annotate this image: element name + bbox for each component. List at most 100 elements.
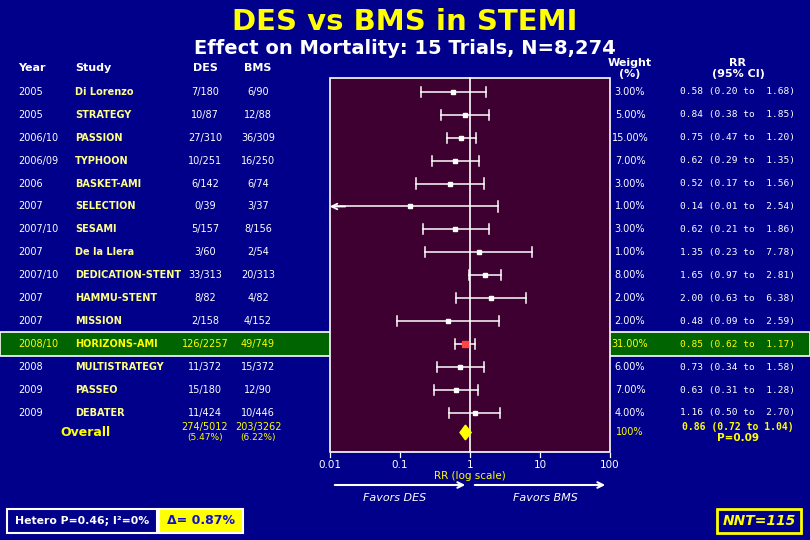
Text: 2006/09: 2006/09 <box>18 156 58 166</box>
Text: Favors BMS: Favors BMS <box>513 493 578 503</box>
Text: 7.00%: 7.00% <box>615 156 646 166</box>
Text: P=0.09: P=0.09 <box>717 434 759 443</box>
Bar <box>0 332 810 356</box>
Text: 3.00%: 3.00% <box>615 87 646 97</box>
Text: Di Lorenzo: Di Lorenzo <box>75 87 134 97</box>
Text: DEDICATION-STENT: DEDICATION-STENT <box>75 271 181 280</box>
Text: DES: DES <box>193 63 217 73</box>
Text: 15.00%: 15.00% <box>612 133 648 143</box>
Text: 126/2257: 126/2257 <box>181 339 228 349</box>
Text: 2006/10: 2006/10 <box>18 133 58 143</box>
Text: 6/90: 6/90 <box>247 87 269 97</box>
Text: 1.35 (0.23 to  7.78): 1.35 (0.23 to 7.78) <box>680 248 795 257</box>
Text: 2007: 2007 <box>18 316 43 326</box>
Text: 3.00%: 3.00% <box>615 179 646 188</box>
FancyBboxPatch shape <box>7 509 157 533</box>
Text: RR: RR <box>730 58 747 68</box>
Text: BASKET-AMI: BASKET-AMI <box>75 179 141 188</box>
Text: 2/158: 2/158 <box>191 316 219 326</box>
Text: 0.1: 0.1 <box>392 460 408 470</box>
Text: 8.00%: 8.00% <box>615 271 646 280</box>
Text: 36/309: 36/309 <box>241 133 275 143</box>
Bar <box>330 78 610 452</box>
Text: 3.00%: 3.00% <box>615 225 646 234</box>
Text: 0.52 (0.17 to  1.56): 0.52 (0.17 to 1.56) <box>680 179 795 188</box>
Text: 1: 1 <box>467 460 473 470</box>
Text: Weight: Weight <box>608 58 652 68</box>
Text: 0.75 (0.47 to  1.20): 0.75 (0.47 to 1.20) <box>680 133 795 142</box>
Text: 0.01: 0.01 <box>318 460 342 470</box>
Text: DEBATER: DEBATER <box>75 408 125 418</box>
Text: 49/749: 49/749 <box>241 339 275 349</box>
Text: 203/3262: 203/3262 <box>235 422 281 433</box>
Text: 2009: 2009 <box>18 385 43 395</box>
Text: 0.14 (0.01 to  2.54): 0.14 (0.01 to 2.54) <box>680 202 795 211</box>
Text: Study: Study <box>75 63 111 73</box>
Text: Kaul et al., AHA 2010: Kaul et al., AHA 2010 <box>58 522 182 535</box>
Text: 100: 100 <box>600 460 620 470</box>
Text: PASSION: PASSION <box>75 133 122 143</box>
Text: 10/251: 10/251 <box>188 156 222 166</box>
Text: (6.22%): (6.22%) <box>241 433 275 442</box>
Text: 8/156: 8/156 <box>244 225 272 234</box>
Text: RR (log scale): RR (log scale) <box>434 471 506 481</box>
Text: 0.58 (0.20 to  1.68): 0.58 (0.20 to 1.68) <box>680 87 795 96</box>
Text: 274/5012: 274/5012 <box>181 422 228 433</box>
Text: 0.62 (0.21 to  1.86): 0.62 (0.21 to 1.86) <box>680 225 795 234</box>
Text: 2006: 2006 <box>18 179 43 188</box>
Text: De la Llera: De la Llera <box>75 247 134 258</box>
Text: 31.00%: 31.00% <box>612 339 648 349</box>
Text: 33/313: 33/313 <box>188 271 222 280</box>
Text: 11/424: 11/424 <box>188 408 222 418</box>
Text: 2.00%: 2.00% <box>615 316 646 326</box>
Text: 5.00%: 5.00% <box>615 110 646 120</box>
Text: Hetero P=0.46; I²=0%: Hetero P=0.46; I²=0% <box>15 516 149 526</box>
Text: 27/310: 27/310 <box>188 133 222 143</box>
FancyBboxPatch shape <box>159 509 243 533</box>
Text: 16/250: 16/250 <box>241 156 275 166</box>
Text: 6/74: 6/74 <box>247 179 269 188</box>
Text: 2005: 2005 <box>18 110 43 120</box>
Text: 12/90: 12/90 <box>244 385 272 395</box>
Text: 2/54: 2/54 <box>247 247 269 258</box>
Text: MISSION: MISSION <box>75 316 122 326</box>
Text: 0/39: 0/39 <box>194 201 215 212</box>
Text: 2007: 2007 <box>18 293 43 303</box>
Text: 4.00%: 4.00% <box>615 408 646 418</box>
Text: 0.85 (0.62 to  1.17): 0.85 (0.62 to 1.17) <box>680 340 795 349</box>
Text: MULTISTRATEGY: MULTISTRATEGY <box>75 362 164 372</box>
Text: Year: Year <box>18 63 45 73</box>
Text: 1.65 (0.97 to  2.81): 1.65 (0.97 to 2.81) <box>680 271 795 280</box>
Text: 2.00 (0.63 to  6.38): 2.00 (0.63 to 6.38) <box>680 294 795 303</box>
Text: 2.00%: 2.00% <box>615 293 646 303</box>
Text: 0.86 (0.72 to 1.04): 0.86 (0.72 to 1.04) <box>682 422 794 433</box>
Text: 4/152: 4/152 <box>244 316 272 326</box>
Text: 5/157: 5/157 <box>191 225 219 234</box>
Text: DES vs BMS in STEMI: DES vs BMS in STEMI <box>232 8 578 36</box>
Text: 1.16 (0.50 to  2.70): 1.16 (0.50 to 2.70) <box>680 408 795 417</box>
Text: 10/446: 10/446 <box>241 408 275 418</box>
Text: 6.00%: 6.00% <box>615 362 646 372</box>
Text: 3/60: 3/60 <box>194 247 215 258</box>
FancyBboxPatch shape <box>717 509 801 533</box>
Text: 2007/10: 2007/10 <box>18 271 58 280</box>
Text: PASSEO: PASSEO <box>75 385 117 395</box>
Text: 20/313: 20/313 <box>241 271 275 280</box>
Text: HORIZONS-AMI: HORIZONS-AMI <box>75 339 158 349</box>
Text: HAMMU-STENT: HAMMU-STENT <box>75 293 157 303</box>
Text: 12/88: 12/88 <box>244 110 272 120</box>
Text: 0.63 (0.31 to  1.28): 0.63 (0.31 to 1.28) <box>680 386 795 395</box>
Text: 4/82: 4/82 <box>247 293 269 303</box>
Text: 10: 10 <box>534 460 547 470</box>
Text: (95% CI): (95% CI) <box>711 69 765 79</box>
Text: 15/180: 15/180 <box>188 385 222 395</box>
Polygon shape <box>460 425 471 440</box>
Text: 0.84 (0.38 to  1.85): 0.84 (0.38 to 1.85) <box>680 110 795 119</box>
Text: 2007/10: 2007/10 <box>18 225 58 234</box>
Text: Δ= 0.87%: Δ= 0.87% <box>167 515 235 528</box>
Text: 1.00%: 1.00% <box>615 247 646 258</box>
Text: BMS: BMS <box>245 63 271 73</box>
Text: 100%: 100% <box>616 428 644 437</box>
Text: Favors DES: Favors DES <box>364 493 427 503</box>
Text: 6/142: 6/142 <box>191 179 219 188</box>
